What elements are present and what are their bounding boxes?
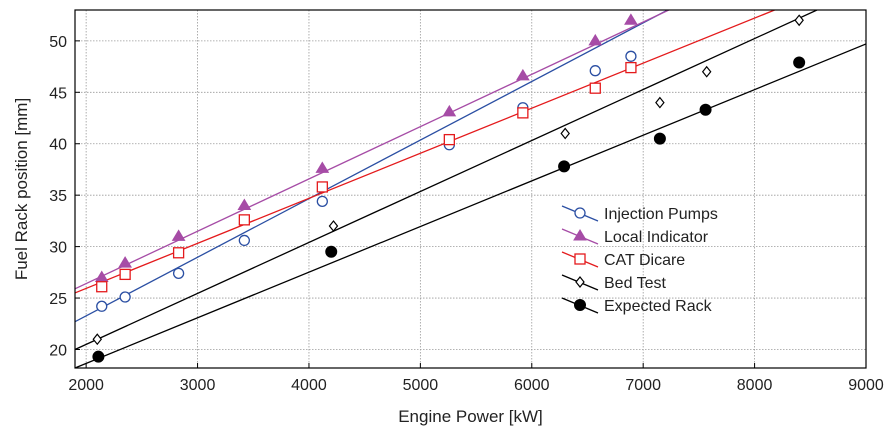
expected-rack-point <box>653 132 666 145</box>
x-tick-label: 4000 <box>291 377 327 394</box>
x-tick-label: 8000 <box>737 377 773 394</box>
bed-test-point <box>560 127 570 140</box>
cat-dicare-point <box>119 268 131 281</box>
local-indicator-point <box>237 198 252 210</box>
legend: Injection Pumps Local Indicator CAT Dicare… <box>561 205 718 315</box>
legend-marker <box>575 276 585 288</box>
bed-test-point <box>655 96 665 109</box>
bed-test-point <box>701 65 712 78</box>
x-axis-label: Engine Power [kW] <box>398 407 543 426</box>
legend-item-expected-rack: Expected Rack <box>561 297 713 315</box>
cat-dicare-point <box>238 214 250 226</box>
cat-dicare-point <box>517 107 529 119</box>
expected-rack-point <box>793 56 806 69</box>
injection-pumps-point <box>119 291 131 303</box>
y-tick-label: 50 <box>49 34 67 51</box>
injection-pumps-points <box>96 50 637 312</box>
local-indicator-fit-line <box>75 10 670 290</box>
y-tick-label: 20 <box>49 342 67 359</box>
y-tick-label: 25 <box>49 291 67 308</box>
local-indicator-point <box>588 33 603 46</box>
y-tick-label: 35 <box>49 188 67 205</box>
injection-pumps-fit-line <box>75 10 668 323</box>
expected-rack-point <box>325 245 338 258</box>
cat-dicare-point <box>625 61 637 74</box>
cat-dicare-points <box>96 61 637 293</box>
local-indicator-point <box>442 104 457 117</box>
x-tick-label: 9000 <box>848 377 884 394</box>
legend-label: Local Indicator <box>604 229 709 246</box>
cat-dicare-point <box>96 281 108 293</box>
local-indicator-point <box>171 229 186 241</box>
x-tick-label: 2000 <box>68 377 104 394</box>
legend-label: CAT Dicare <box>604 252 685 269</box>
cat-dicare-point <box>443 133 455 146</box>
legend-label: Injection Pumps <box>604 206 718 223</box>
x-tick-label: 5000 <box>403 377 439 394</box>
local-indicator-point <box>94 270 109 282</box>
legend-marker <box>574 299 586 311</box>
expected-rack-point <box>699 103 712 116</box>
expected-rack-point <box>558 160 571 173</box>
legend-marker <box>574 207 586 219</box>
expected-rack-point <box>92 350 105 363</box>
injection-pumps-point <box>625 50 637 62</box>
injection-pumps-point <box>238 234 250 247</box>
injection-pumps-point <box>96 300 108 312</box>
injection-pumps-point <box>316 195 328 207</box>
legend-item-injection-pumps: Injection Pumps <box>561 205 718 223</box>
grid-layer <box>75 10 867 368</box>
cat-dicare-point <box>589 82 601 94</box>
bed-test-points <box>92 14 804 346</box>
x-tick-label: 7000 <box>625 377 661 394</box>
data-point-layer <box>92 13 806 363</box>
local-indicator-point <box>624 13 638 25</box>
bed-test-point <box>92 333 103 346</box>
legend-marker <box>574 253 586 265</box>
local-indicator-point <box>515 68 530 81</box>
legend-item-cat-dicare: CAT Dicare <box>561 251 685 269</box>
local-indicator-points <box>94 13 638 282</box>
legend-item-local-indicator: Local Indicator <box>561 228 709 246</box>
cat-dicare-point <box>172 247 185 259</box>
fit-line-layer <box>75 10 866 368</box>
y-axis-label: Fuel Rack position [mm] <box>12 98 31 280</box>
cat-dicare-fit-line <box>75 10 775 294</box>
injection-pumps-point <box>172 267 185 280</box>
expected-rack-fit-line <box>75 43 866 368</box>
legend-item-bed-test: Bed Test <box>561 274 667 292</box>
y-tick-label: 40 <box>49 137 67 154</box>
legend-label: Expected Rack <box>604 298 713 315</box>
bed-test-fit-line <box>75 10 818 351</box>
x-tick-label: 6000 <box>514 377 550 394</box>
local-indicator-point <box>315 161 330 173</box>
legend-marker <box>573 229 587 241</box>
injection-pumps-point <box>589 65 601 77</box>
bed-test-point <box>794 14 804 27</box>
cat-dicare-point <box>316 181 328 193</box>
local-indicator-point <box>118 256 133 268</box>
legend-label: Bed Test <box>604 275 667 292</box>
y-tick-label: 45 <box>49 85 67 102</box>
expected-rack-points <box>92 56 806 363</box>
plot-frame <box>74 9 867 369</box>
bed-test-point <box>328 220 339 232</box>
y-tick-label: 30 <box>49 240 67 257</box>
tick-layer: 2000 3000 4000 5000 6000 7000 8000 9000 20 25 30 35… <box>49 34 884 394</box>
x-tick-label: 3000 <box>180 377 216 394</box>
